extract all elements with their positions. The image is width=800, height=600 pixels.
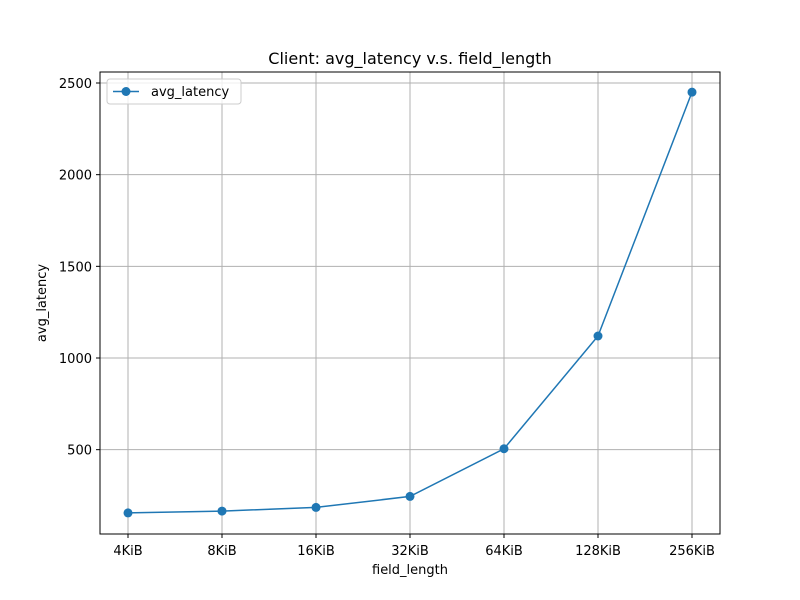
x-tick-label: 16KiB	[297, 544, 335, 559]
y-tick-label: 1000	[59, 352, 92, 367]
y-axis-title: avg_latency	[35, 264, 50, 342]
legend-marker-swatch	[121, 87, 131, 96]
data-point	[217, 506, 227, 516]
legend-box	[106, 78, 242, 105]
x-tick-label: 256KiB	[669, 544, 715, 559]
data-point	[593, 331, 603, 341]
y-tick-label: 2500	[59, 77, 92, 92]
data-point	[687, 87, 697, 97]
data-point	[499, 444, 509, 454]
y-tick-label: 2000	[59, 169, 92, 184]
chart-title: Client: avg_latency v.s. field_length	[268, 49, 551, 69]
series-layer	[123, 87, 697, 518]
data-point	[311, 502, 321, 512]
ticks: 4KiB 8KiB 16KiB 32KiB 64KiB 128KiB 256KiB 500 10…	[59, 77, 715, 559]
y-tick-label: 1500	[59, 260, 92, 275]
x-tick-label: 128KiB	[575, 544, 621, 559]
x-tick-label: 64KiB	[485, 544, 523, 559]
data-point	[405, 491, 415, 501]
x-tick-label: 32KiB	[391, 544, 429, 559]
plot-frame	[99, 71, 721, 535]
x-axis-title: field_length	[372, 563, 448, 578]
data-point	[123, 508, 133, 518]
x-tick-label: 4KiB	[113, 544, 142, 559]
grid	[100, 72, 720, 534]
legend: avg_latency	[106, 78, 242, 105]
legend-label: avg_latency	[151, 85, 229, 100]
y-tick-label: 500	[67, 444, 92, 459]
x-tick-label: 8KiB	[207, 544, 236, 559]
